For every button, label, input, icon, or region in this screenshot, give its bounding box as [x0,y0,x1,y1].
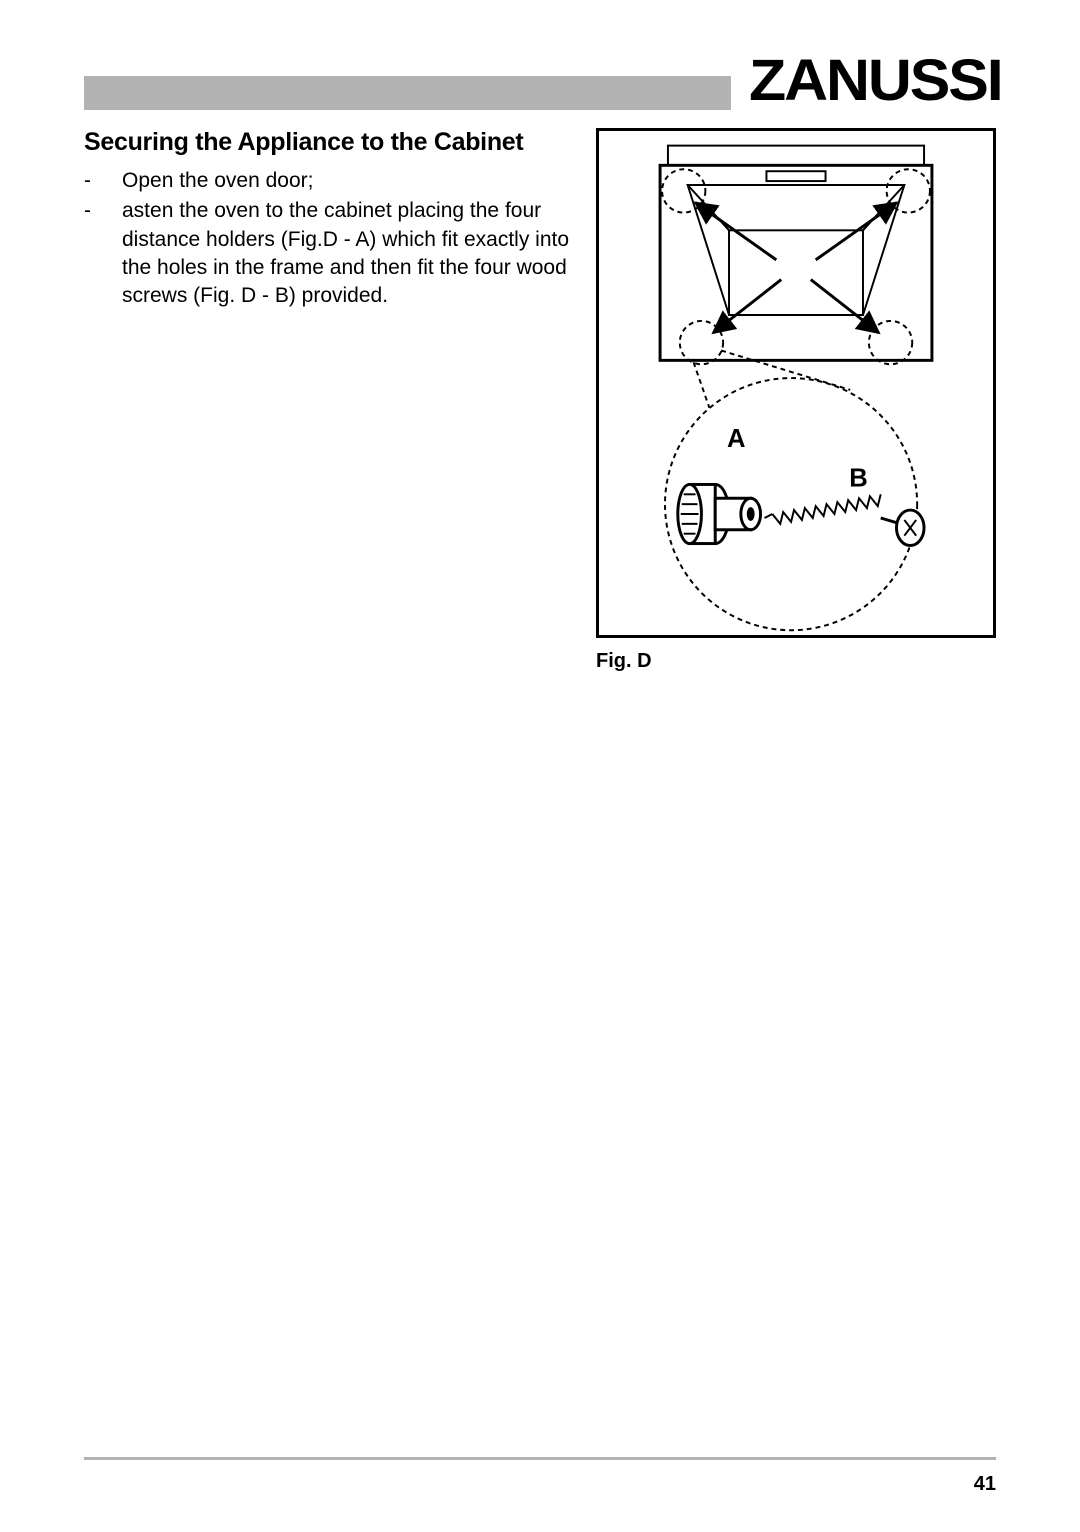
bullet-text: Open the oven door; [122,167,572,195]
figure-caption: Fig. D [596,650,996,673]
instruction-list: - Open the oven door; - asten the oven t… [84,167,572,311]
brand-logo: ZANUSSI [749,52,1002,110]
section-title: Securing the Appliance to the Cabinet [84,128,572,157]
list-item: - asten the oven to the cabinet placing … [84,197,572,310]
content: Securing the Appliance to the Cabinet - … [84,128,996,673]
right-column: A B Fig. D [596,128,996,673]
distance-holder [678,484,761,543]
diagram-svg: A B [599,131,993,635]
figure-d: A B [596,128,996,638]
left-column: Securing the Appliance to the Cabinet - … [84,128,572,673]
label-a: A [727,425,746,453]
footer-rule [84,1457,996,1460]
header: ZANUSSI [84,40,996,110]
page-number: 41 [974,1473,996,1496]
bullet-text: asten the oven to the cabinet placing th… [122,197,572,310]
bullet-dash: - [84,197,122,310]
wood-screw [764,494,924,545]
label-b: B [849,464,868,492]
list-item: - Open the oven door; [84,167,572,195]
bullet-dash: - [84,167,122,195]
oven-cavity [660,146,932,365]
header-bar [84,76,731,110]
page: ZANUSSI Securing the Appliance to the Ca… [0,0,1080,1532]
